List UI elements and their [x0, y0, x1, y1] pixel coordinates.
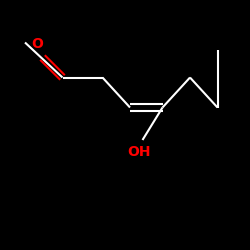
- Text: OH: OH: [127, 145, 150, 159]
- Text: O: O: [32, 37, 44, 51]
